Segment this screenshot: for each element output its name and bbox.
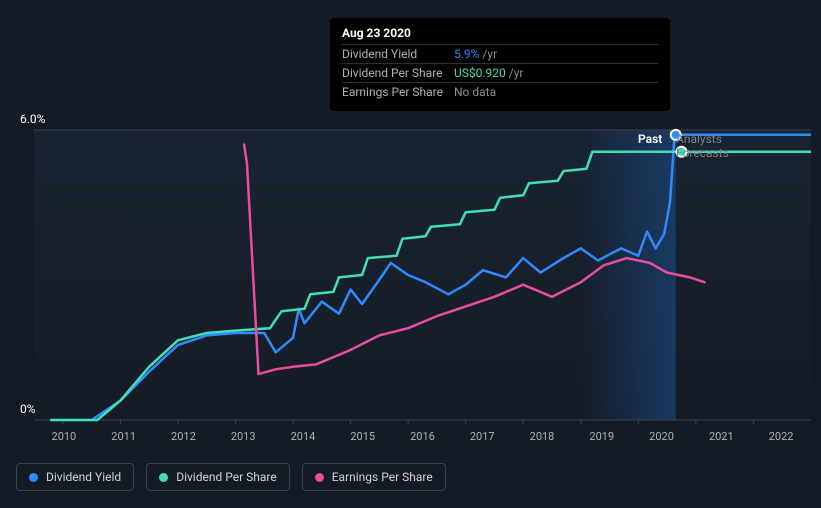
tooltip-row: Dividend Per ShareUS$0.920/yr bbox=[342, 63, 658, 82]
x-tick-label: 2017 bbox=[452, 430, 512, 450]
x-tick-label: 2021 bbox=[691, 430, 751, 450]
x-tick-label: 2014 bbox=[273, 430, 333, 450]
tooltip-row-value: No data bbox=[454, 85, 496, 99]
x-tick-label: 2010 bbox=[34, 430, 94, 450]
legend: Dividend Yield Dividend Per Share Earnings… bbox=[16, 463, 446, 491]
x-tick-label: 2020 bbox=[632, 430, 692, 450]
legend-dot-icon bbox=[315, 473, 324, 482]
x-tick-label: 2011 bbox=[94, 430, 154, 450]
tooltip-row-value: 5.9%/yr bbox=[454, 47, 497, 61]
x-tick-label: 2015 bbox=[333, 430, 393, 450]
x-tick-label: 2019 bbox=[572, 430, 632, 450]
x-tick-label: 2018 bbox=[512, 430, 572, 450]
legend-dot-icon bbox=[159, 473, 168, 482]
tooltip-row: Earnings Per ShareNo data bbox=[342, 82, 658, 101]
past-label: Past bbox=[638, 132, 662, 146]
tooltip-row: Dividend Yield5.9%/yr bbox=[342, 44, 658, 63]
x-tick-label: 2013 bbox=[213, 430, 273, 450]
x-tick-label: 2016 bbox=[393, 430, 453, 450]
legend-label: Dividend Per Share bbox=[176, 470, 277, 484]
legend-label: Earnings Per Share bbox=[332, 470, 433, 484]
legend-dot-icon bbox=[29, 473, 38, 482]
tooltip-row-label: Dividend Yield bbox=[342, 47, 454, 61]
tooltip-panel: Aug 23 2020 Dividend Yield5.9%/yrDividen… bbox=[330, 18, 670, 111]
y-tick-label: 0% bbox=[20, 402, 36, 416]
legend-label: Dividend Yield bbox=[46, 470, 121, 484]
forecast-label: Analysts Forecasts bbox=[676, 132, 729, 160]
tooltip-row-value: US$0.920/yr bbox=[454, 66, 524, 80]
tooltip-row-label: Earnings Per Share bbox=[342, 85, 454, 99]
tooltip-row-label: Dividend Per Share bbox=[342, 66, 454, 80]
legend-item[interactable]: Dividend Per Share bbox=[146, 463, 290, 491]
x-axis: 2010201120122013201420152016201720182019… bbox=[34, 430, 811, 450]
x-tick-label: 2012 bbox=[154, 430, 214, 450]
legend-item[interactable]: Earnings Per Share bbox=[302, 463, 446, 491]
x-tick-label: 2022 bbox=[751, 430, 811, 450]
legend-item[interactable]: Dividend Yield bbox=[16, 463, 134, 491]
tooltip-date: Aug 23 2020 bbox=[342, 26, 658, 40]
y-tick-label: 6.0% bbox=[20, 112, 45, 126]
